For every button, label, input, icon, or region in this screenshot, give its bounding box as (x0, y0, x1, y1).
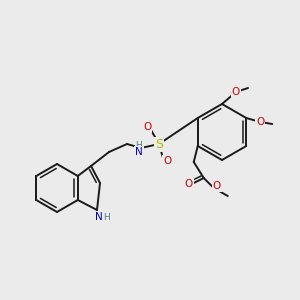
Text: N: N (135, 147, 143, 157)
Text: H: H (136, 142, 142, 151)
Text: H: H (103, 212, 110, 221)
Text: O: O (163, 156, 171, 166)
Text: S: S (155, 137, 163, 151)
Text: O: O (184, 179, 193, 189)
Text: O: O (213, 181, 221, 191)
Text: N: N (95, 212, 103, 222)
Text: O: O (256, 117, 264, 127)
Text: O: O (143, 122, 151, 132)
Text: O: O (232, 87, 240, 97)
